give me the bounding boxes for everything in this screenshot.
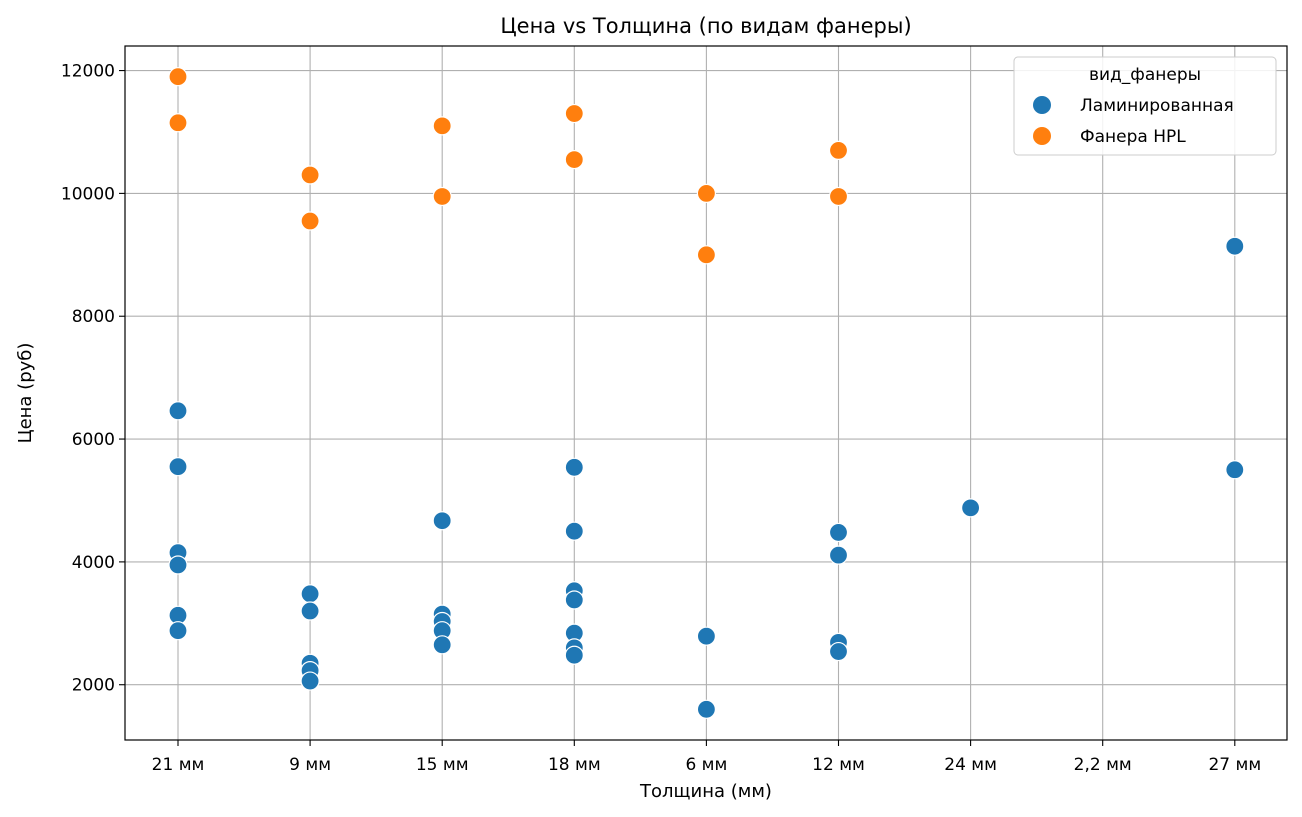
axis-ticks: 21 мм 9 мм 15 мм 18 мм 6 мм 12 мм 24 мм 2,2 мм 2…: [61, 62, 1261, 775]
point-hpl: [828, 140, 849, 161]
point-laminated: [828, 641, 849, 662]
legend-label-laminated: Ламинированная: [1080, 96, 1234, 116]
point-laminated: [300, 601, 320, 621]
point-laminated: [168, 457, 188, 477]
y-tick-label: 10000: [61, 184, 115, 204]
x-tick-label: 2,2 мм: [1074, 755, 1132, 775]
point-laminated: [168, 401, 188, 421]
y-axis-title: Цена (руб): [15, 343, 36, 444]
point-laminated: [960, 498, 981, 518]
y-tick-label: 6000: [72, 430, 115, 450]
point-laminated: [300, 584, 320, 604]
y-tick-label: 2000: [72, 676, 115, 696]
point-hpl: [300, 211, 320, 231]
point-hpl: [432, 186, 452, 207]
x-tick-label: 21 мм: [152, 755, 205, 775]
x-tick-label: 18 мм: [548, 755, 601, 775]
point-laminated: [696, 699, 717, 719]
point-laminated: [564, 590, 584, 610]
point-laminated: [828, 522, 849, 543]
point-hpl: [168, 113, 188, 133]
point-laminated: [432, 511, 452, 531]
y-tick-label: 12000: [61, 62, 115, 82]
point-laminated: [432, 635, 452, 655]
x-tick-label: 24 мм: [944, 755, 997, 775]
point-laminated: [1225, 236, 1245, 256]
x-tick-label: 12 мм: [812, 755, 865, 775]
x-tick-label: 9 мм: [289, 755, 331, 775]
point-hpl: [564, 103, 584, 124]
point-laminated: [696, 626, 717, 646]
point-laminated: [564, 645, 584, 665]
legend-marker-hpl: [1033, 127, 1051, 145]
legend-marker-laminated: [1033, 96, 1051, 114]
point-hpl: [828, 186, 849, 207]
point-laminated: [828, 545, 849, 565]
x-tick-label: 6 мм: [685, 755, 727, 775]
legend-title: вид_фанеры: [1089, 65, 1201, 85]
x-axis-title: Толщина (мм): [639, 781, 772, 802]
data-points: [168, 67, 1245, 719]
chart-title: Цена vs Толщина (по видам фанеры): [500, 14, 911, 38]
point-hpl: [168, 67, 188, 87]
point-laminated: [168, 555, 188, 575]
x-tick-label: 27 мм: [1208, 755, 1261, 775]
y-tick-label: 8000: [72, 307, 115, 327]
point-laminated: [168, 621, 188, 641]
legend-label-hpl: Фанера HPL: [1080, 127, 1186, 147]
legend-box: [1013, 56, 1277, 156]
legend: вид_фанеры Ламинированная Фанера HPL: [1013, 56, 1277, 156]
point-hpl: [696, 183, 717, 203]
y-tick-label: 4000: [72, 553, 115, 573]
point-hpl: [564, 150, 584, 170]
point-hpl: [432, 116, 452, 136]
point-hpl: [696, 245, 717, 265]
x-tick-label: 15 мм: [416, 755, 469, 775]
point-laminated: [300, 671, 320, 691]
point-laminated: [1225, 460, 1245, 480]
point-hpl: [300, 165, 320, 185]
point-laminated: [564, 457, 584, 477]
point-laminated: [564, 521, 584, 541]
